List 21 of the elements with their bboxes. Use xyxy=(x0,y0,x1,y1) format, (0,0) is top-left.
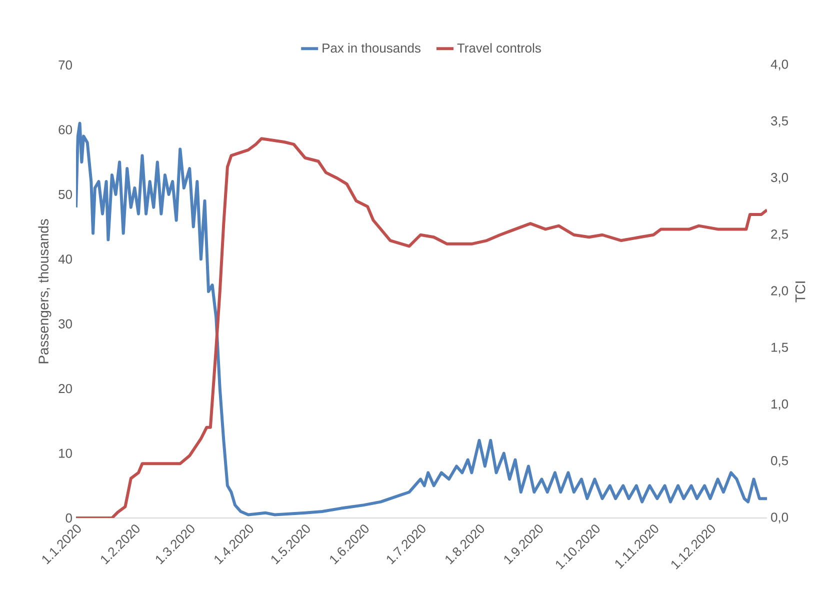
y2-tick-label: 1,0 xyxy=(772,399,788,410)
y-tick-label: 30 xyxy=(58,319,72,328)
y2-tick-label: 1,5 xyxy=(772,342,788,354)
y2-tick-label: 4,0 xyxy=(770,60,788,70)
legend-label: Pax in thousands xyxy=(322,43,420,53)
y-tick-label: 0 xyxy=(66,513,72,523)
y2-tick-label: 0,0 xyxy=(771,512,788,524)
y2-tick-label: 2,0 xyxy=(771,286,788,297)
y2-tick-label: 3,0 xyxy=(771,172,788,184)
y-tick-label: 10 xyxy=(59,448,72,458)
y-tick-label: 60 xyxy=(58,125,72,134)
y-axis-title: Passengers, thousands xyxy=(38,219,52,364)
legend-label: Travel controls xyxy=(457,43,541,53)
y-tick-label: 70 xyxy=(58,60,72,70)
y2-tick-label: 2,5 xyxy=(771,230,788,240)
y2-tick-label: 3,5 xyxy=(771,116,788,127)
y2-tick-label: 0,5 xyxy=(771,456,788,467)
y-tick-label: 20 xyxy=(58,384,72,394)
y-tick-label: 50 xyxy=(58,190,72,200)
y-tick-label: 40 xyxy=(58,254,72,264)
y2-axis-title: TCI xyxy=(795,282,806,302)
